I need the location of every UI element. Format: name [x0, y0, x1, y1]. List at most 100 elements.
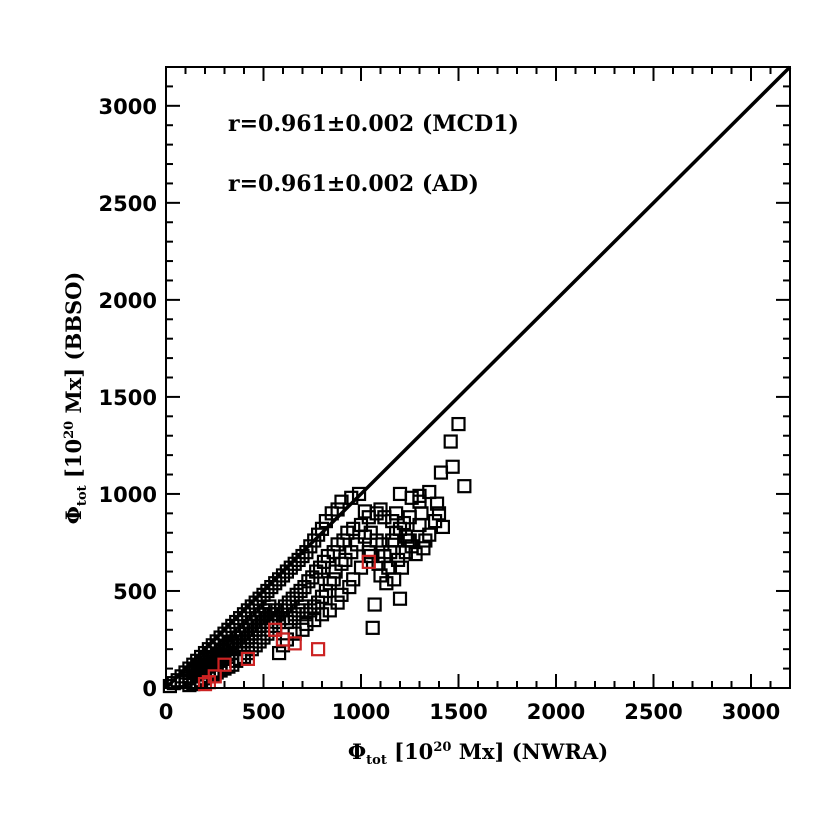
y-tick-label: 1000 [99, 483, 157, 507]
data-point [297, 579, 312, 595]
data-point [272, 572, 287, 587]
data-point [272, 645, 287, 661]
data-point [457, 479, 472, 494]
x-axis-label: Φtot [1020 Mx] (NWRA) [348, 739, 608, 768]
data-point [361, 554, 376, 569]
data-point [346, 572, 361, 587]
data-point [219, 640, 234, 655]
y-tick-label: 0 [142, 677, 157, 701]
x-tick-label: 2500 [624, 700, 682, 724]
axis-ticks [165, 66, 791, 689]
data-point [192, 661, 207, 676]
data-point [429, 496, 445, 511]
data-point [240, 651, 255, 666]
data-point [357, 504, 372, 519]
data-point [443, 434, 458, 449]
data-point [369, 506, 384, 521]
axis-tick-labels: 0 500 1000 1500 2000 2500 3000 0 500 1000 1500 2000… [99, 95, 781, 724]
x-tick-label: 2000 [527, 700, 585, 724]
data-point [351, 486, 367, 502]
data-point [295, 548, 310, 564]
data-point [390, 552, 406, 568]
data-point [252, 634, 267, 649]
data-point [223, 636, 238, 651]
data-point [377, 510, 392, 525]
data-point [312, 560, 328, 575]
y-tick-label: 2500 [99, 192, 157, 216]
data-point [262, 599, 277, 614]
x-tick-label: 1500 [429, 700, 487, 724]
data-point [408, 546, 423, 562]
data-point [293, 583, 308, 599]
plot-frame [165, 66, 791, 689]
y-tick-label: 500 [113, 580, 157, 604]
data-point [404, 490, 419, 505]
data-points [162, 416, 472, 694]
data-point [250, 611, 265, 626]
data-point [311, 642, 326, 657]
x-tick-label: 3000 [722, 700, 780, 724]
annotation-mcd1: r=0.961±0.002 (MCD1) [228, 111, 519, 137]
data-point [264, 579, 279, 595]
data-point [353, 517, 369, 533]
data-point [234, 626, 250, 641]
data-point [311, 595, 326, 610]
data-point [238, 622, 254, 637]
data-point [246, 614, 261, 630]
data-point [344, 490, 359, 505]
x-tick-label: 500 [242, 700, 286, 724]
x-tick-label: 1000 [332, 700, 390, 724]
data-point [291, 552, 306, 568]
data-point [418, 533, 433, 548]
data-point [334, 587, 349, 602]
data-point [289, 587, 304, 602]
data-point [242, 618, 257, 634]
data-point [431, 506, 447, 521]
data-point [197, 677, 213, 692]
data-point [326, 572, 341, 587]
data-point [451, 416, 466, 432]
data-point [365, 620, 380, 635]
data-point [428, 514, 443, 529]
data-point [377, 548, 392, 564]
data-point [402, 533, 417, 548]
y-tick-label: 2000 [99, 289, 157, 313]
data-point [260, 626, 275, 641]
data-point [389, 506, 404, 521]
data-point [195, 659, 211, 674]
data-point [318, 514, 333, 529]
data-point [392, 521, 408, 536]
data-point [322, 603, 337, 618]
data-point [385, 533, 400, 548]
data-point [279, 564, 294, 579]
data-point [385, 514, 400, 529]
data-point [268, 622, 283, 637]
data-point [334, 494, 349, 509]
data-point [260, 583, 275, 599]
data-point [275, 632, 291, 647]
data-point [285, 591, 300, 606]
data-point [281, 595, 296, 610]
data-point [342, 579, 357, 595]
data-point [373, 502, 388, 517]
data-point [275, 568, 291, 583]
data-point [433, 465, 449, 480]
data-point [367, 597, 382, 612]
data-point [340, 525, 355, 540]
y-axis-label: Φtot [1020 Mx] (BBSO) [61, 272, 90, 525]
data-point [414, 506, 429, 521]
data-point [299, 545, 314, 560]
data-point [258, 603, 273, 618]
data-point [178, 673, 193, 688]
data-point [268, 576, 283, 591]
data-point [264, 622, 279, 637]
identity-line [164, 65, 792, 690]
data-point [361, 545, 376, 560]
data-point [203, 651, 218, 666]
data-point [287, 556, 302, 571]
data-point [188, 663, 203, 678]
data-point [295, 622, 310, 637]
data-point [277, 599, 293, 614]
data-point [283, 560, 298, 575]
